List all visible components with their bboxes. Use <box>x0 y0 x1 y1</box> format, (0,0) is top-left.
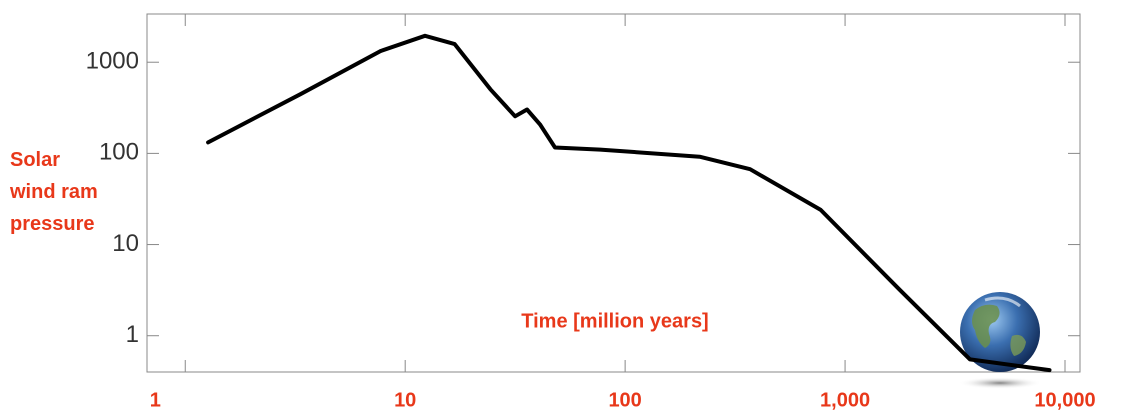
y-tick-label: 1000 <box>86 48 139 75</box>
x-tick-label: 1 <box>150 389 161 411</box>
y-tick-label: 10 <box>112 230 139 257</box>
earth-icon <box>958 292 1042 389</box>
y-axis-label: Solar wind ram pressure <box>10 149 98 235</box>
x-tick-label: 10 <box>394 389 416 411</box>
y-tick-label: 100 <box>99 139 139 166</box>
plot-frame <box>146 13 1081 373</box>
x-axis-label: Time [million years] <box>521 310 708 332</box>
x-tick-label: 10,000 <box>1034 389 1095 411</box>
x-tick-label: 100 <box>608 389 641 411</box>
line <box>206 33 1052 373</box>
y-tick-label: 1 <box>126 321 139 348</box>
x-tick-label: 1,000 <box>820 389 870 411</box>
